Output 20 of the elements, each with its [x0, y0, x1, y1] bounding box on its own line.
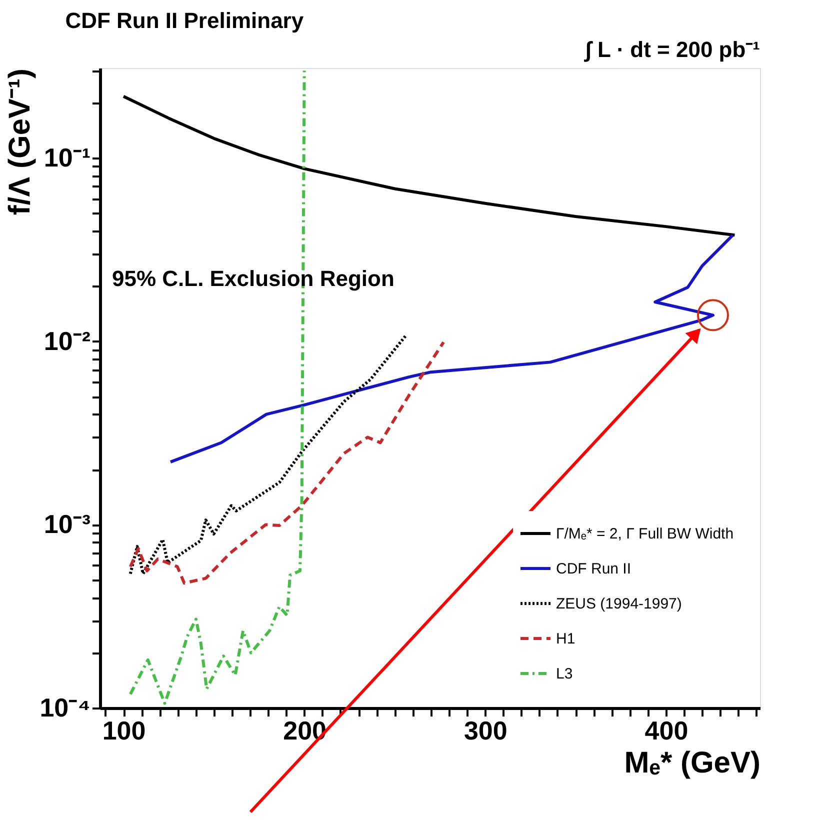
line-series — [122, 94, 736, 237]
legend-label: H1 — [556, 630, 576, 648]
line-series — [128, 333, 408, 576]
x-tick-label: 400 — [644, 716, 688, 746]
x-tick-label: 300 — [464, 716, 508, 746]
legend-label: Γ/Mₑ* = 2, Γ Full BW Width — [556, 526, 734, 542]
legend-label: ZEUS (1994-1997) — [556, 596, 682, 612]
legend-label: CDF Run II — [556, 560, 632, 578]
y-axis-title: f/Λ (GeV⁻¹) — [4, 68, 37, 216]
annotation: 95% C.L. Exclusion Region — [112, 266, 394, 292]
y-tick-label: 10⁻⁴ — [40, 692, 90, 722]
x-tick-label: 100 — [102, 716, 146, 746]
x-axis-title: Mₑ* (GeV) — [624, 746, 760, 780]
y-tick-label: 10⁻² — [44, 326, 91, 356]
y-tick-label: 10⁻¹ — [44, 142, 90, 173]
chart-title: CDF Run II Preliminary — [65, 8, 304, 33]
line-series — [128, 340, 446, 585]
text: ∫ L · dt = 200 pb⁻¹ — [583, 37, 760, 62]
y-tick-label: 10⁻³ — [44, 509, 91, 540]
legend-label: L3 — [556, 666, 573, 682]
